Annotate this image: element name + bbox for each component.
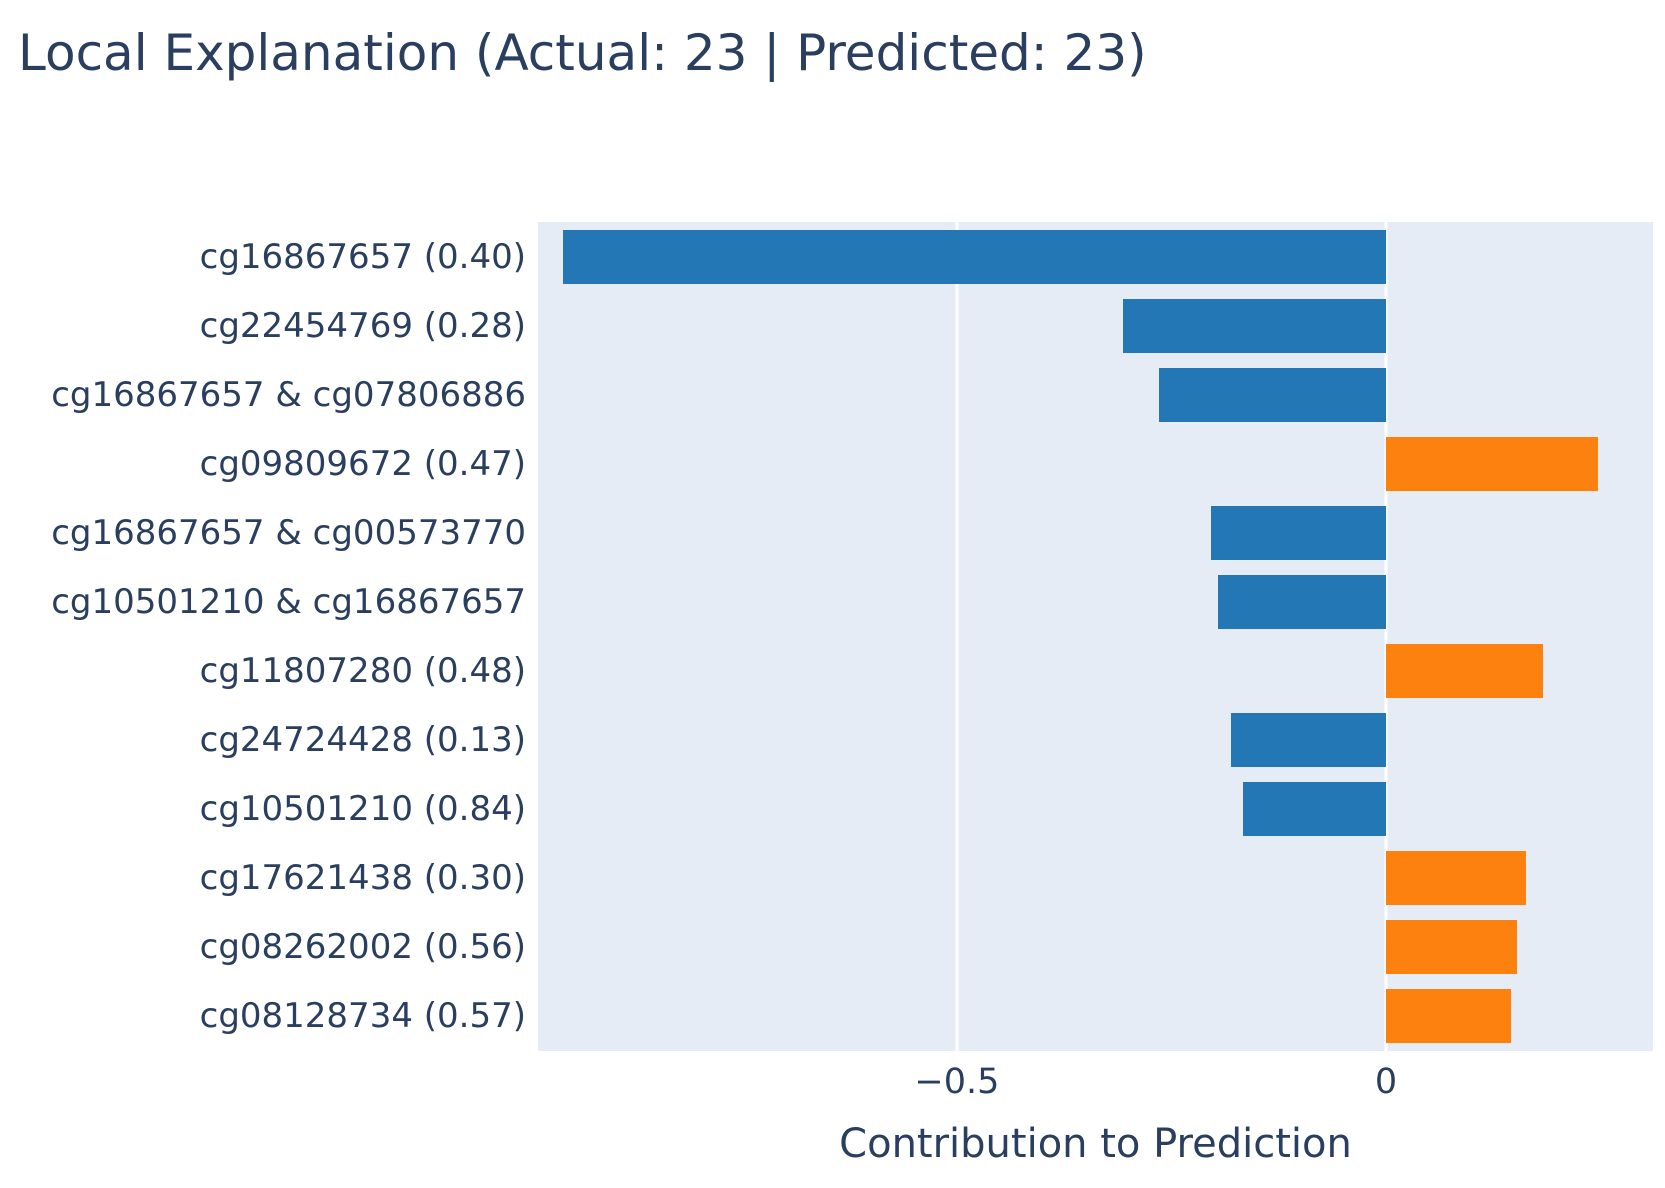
bar-row	[538, 913, 1653, 982]
bar-row	[538, 567, 1653, 636]
bar-positive[interactable]	[1386, 644, 1544, 698]
y-axis-label: cg08262002 (0.56)	[199, 927, 526, 968]
bar-negative[interactable]	[1217, 574, 1387, 629]
bar-row	[538, 706, 1653, 775]
chart-title: Local Explanation (Actual: 23 | Predicte…	[18, 24, 1147, 82]
bar-row	[538, 982, 1653, 1051]
y-axis-label: cg16867657 & cg00573770	[51, 512, 526, 553]
bar-negative[interactable]	[1242, 782, 1387, 837]
bar-negative[interactable]	[562, 229, 1387, 284]
bar-row	[538, 222, 1653, 291]
bar-row	[538, 775, 1653, 844]
y-axis-label: cg17621438 (0.30)	[199, 858, 526, 899]
plot-area[interactable]	[538, 222, 1653, 1051]
y-axis-label: cg10501210 (0.84)	[199, 789, 526, 830]
zero-line	[1384, 222, 1388, 1051]
x-axis-title: Contribution to Prediction	[839, 1121, 1352, 1167]
bar-positive[interactable]	[1386, 989, 1512, 1044]
x-axis-ticks: −0.5 0	[538, 1062, 1653, 1108]
y-axis-label: cg11807280 (0.48)	[199, 651, 526, 691]
bar-negative[interactable]	[1210, 505, 1387, 560]
bar-row	[538, 291, 1653, 360]
bar-negative[interactable]	[1158, 367, 1387, 422]
y-axis-label: cg22454769 (0.28)	[199, 305, 526, 346]
bar-rows	[538, 222, 1653, 1051]
y-axis-label: cg10501210 & cg16867657	[51, 581, 526, 622]
bar-row	[538, 360, 1653, 429]
bar-row	[538, 844, 1653, 913]
y-axis-label: cg08128734 (0.57)	[199, 996, 526, 1037]
x-tick-label: −0.5	[914, 1062, 1000, 1102]
y-axis-label: cg09809672 (0.47)	[199, 443, 526, 484]
bar-negative[interactable]	[1230, 713, 1387, 768]
bar-positive[interactable]	[1386, 436, 1599, 491]
bar-positive[interactable]	[1386, 920, 1517, 975]
y-axis-label: cg16867657 & cg07806886	[51, 374, 526, 415]
bar-row	[538, 498, 1653, 567]
y-axis-label: cg16867657 (0.40)	[199, 236, 526, 277]
y-axis-label: cg24724428 (0.13)	[199, 720, 526, 761]
bar-row	[538, 429, 1653, 498]
bar-positive[interactable]	[1386, 851, 1526, 906]
y-axis-labels: cg16867657 (0.40) cg22454769 (0.28) cg1686…	[0, 222, 526, 1051]
x-tick-label: 0	[1374, 1062, 1398, 1102]
gridline	[955, 222, 959, 1051]
bar-negative[interactable]	[1122, 298, 1387, 353]
bar-row	[538, 636, 1653, 705]
